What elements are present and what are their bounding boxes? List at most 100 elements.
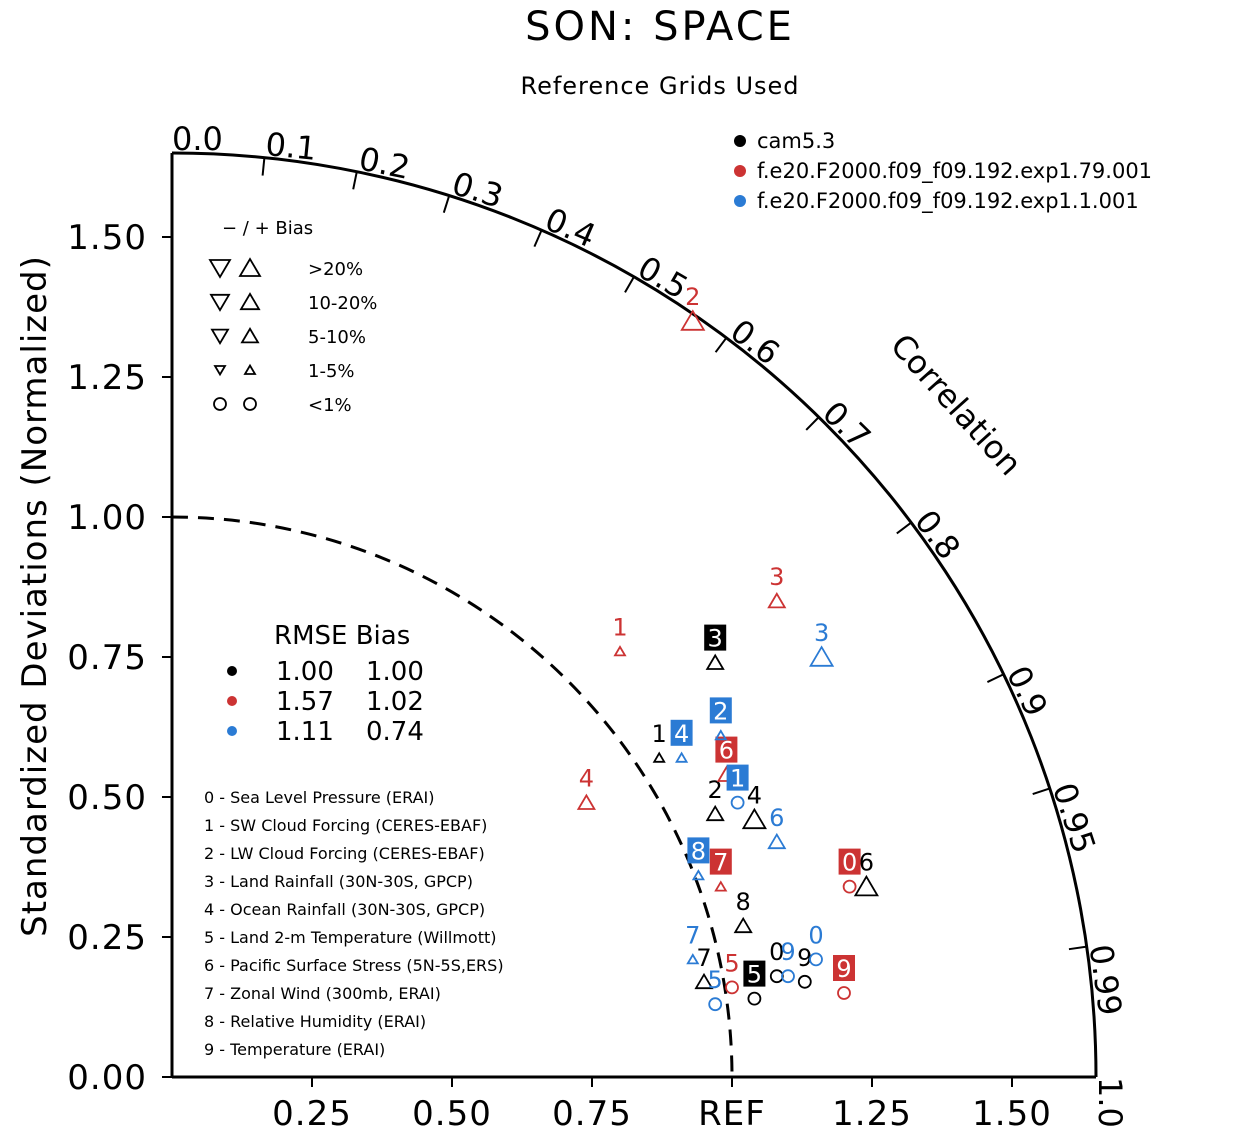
point-marker	[809, 645, 835, 667]
rmse-legend-header: RMSE Bias	[274, 621, 410, 651]
variable-legend-item: 2 - LW Cloud Forcing (CERES-EBAF)	[204, 844, 485, 863]
point-label: 2	[713, 697, 728, 725]
point-label-box	[833, 955, 855, 981]
point-label: 6	[859, 849, 874, 877]
correlation-tick-label: 0.2	[356, 140, 413, 187]
point-label-box	[743, 960, 766, 987]
correlation-tick	[352, 171, 358, 190]
bias-legend-up-marker	[238, 257, 262, 277]
series-legend-label: cam5.3	[757, 129, 835, 153]
y-tick-label: 1.00	[67, 498, 147, 538]
point-marker	[767, 832, 787, 850]
y-axis-label: Standardized Deviations (Normalized)	[15, 255, 55, 937]
correlation-tick-label: 0.6	[723, 312, 787, 373]
bias-legend-label: <1%	[308, 395, 352, 416]
bias-legend-label: >20%	[308, 259, 363, 280]
point-marker	[853, 874, 879, 897]
point-marker	[708, 997, 723, 1012]
series-legend-label: f.e20.F2000.f09_f09.192.exp1.79.001	[757, 159, 1152, 184]
correlation-tick	[986, 673, 1005, 683]
x-tick-label: 0.50	[412, 1094, 492, 1134]
variable-legend-item: 5 - Land 2-m Temperature (Willmott)	[204, 928, 497, 947]
y-tick-label: 0.75	[67, 638, 147, 678]
point-label: 5	[724, 949, 739, 977]
point-marker	[691, 869, 705, 881]
correlation-tick-label: 0.0	[172, 120, 223, 158]
y-tick-label: 1.25	[67, 358, 147, 398]
series-legend-label: f.e20.F2000.f09_f09.192.exp1.1.001	[757, 189, 1139, 214]
bias-legend-circle	[213, 397, 227, 411]
rmse-legend-rmse: 1.00	[276, 657, 334, 687]
bias-legend-label: 1-5%	[308, 361, 355, 382]
point-label: 9	[797, 944, 812, 972]
point-label: 3	[769, 563, 784, 591]
y-tick-label: 0.50	[67, 778, 147, 818]
point-label: 7	[685, 921, 700, 949]
correlation-tick	[261, 157, 266, 176]
point-marker	[705, 653, 725, 670]
point-label: 8	[691, 837, 706, 865]
rmse-legend-dot	[227, 666, 237, 676]
point-label-box	[715, 736, 738, 763]
bias-legend-label: 5-10%	[308, 327, 366, 348]
bias-legend-down-marker	[209, 293, 231, 312]
rmse-legend-dot	[227, 696, 237, 706]
bias-legend-down-marker	[210, 328, 230, 345]
point-marker	[769, 969, 784, 984]
point-label: 1	[612, 613, 627, 641]
variable-legend-item: 4 - Ocean Rainfall (30N-30S, GPCP)	[204, 900, 485, 919]
x-tick-label: 0.75	[552, 1094, 632, 1134]
point-label: 4	[747, 781, 762, 809]
variable-legend-item: 0 - Sea Level Pressure (ERAI)	[204, 788, 434, 807]
correlation-tick	[896, 521, 912, 535]
point-marker	[842, 879, 857, 894]
x-tick-label: 1.50	[972, 1094, 1052, 1134]
correlation-label: Correlation	[883, 326, 1029, 483]
variable-legend-item: 7 - Zonal Wind (300mb, ERAI)	[204, 984, 441, 1003]
variable-legend-item: 3 - Land Rainfall (30N-30S, GPCP)	[204, 872, 473, 891]
bias-legend-down-marker	[213, 365, 227, 377]
bias-legend-up-marker	[239, 292, 261, 311]
point-label-box	[670, 719, 693, 746]
correlation-tick-label: 1.0	[1091, 1077, 1129, 1128]
correlation-tick-label: 0.3	[448, 164, 508, 216]
legends: cam5.3 f.e20.F2000.f09_f09.192.exp1.79.00…	[204, 129, 1152, 1059]
bias-legend-label: 10-20%	[308, 293, 377, 314]
point-marker	[767, 592, 787, 609]
point-marker	[797, 974, 812, 989]
chart-subtitle: Reference Grids Used	[520, 72, 799, 100]
point-marker	[675, 751, 689, 763]
point-label: 6	[769, 804, 784, 832]
point-label: 0	[842, 849, 857, 877]
point-marker	[741, 807, 767, 830]
point-label: 3	[708, 625, 723, 653]
series-1: 0 1 2 3 4 5 6 7 9	[576, 283, 861, 1000]
correlation-tick	[714, 337, 728, 353]
point-label: 4	[674, 720, 689, 748]
correlation-tick	[1032, 787, 1051, 796]
point-label-box	[726, 764, 749, 791]
point-label: 2	[685, 283, 700, 311]
point-marker	[714, 880, 728, 892]
series-legend-dot	[734, 165, 746, 177]
point-marker	[733, 916, 753, 934]
point-label: 7	[696, 944, 711, 972]
axes: 0.000.250.500.751.001.251.500.25 0.50 0.75…	[67, 120, 1129, 1134]
correlation-tick	[805, 416, 820, 431]
point-marker	[837, 986, 851, 1000]
point-label: 9	[780, 938, 795, 966]
point-label: 6	[719, 737, 734, 765]
series-legend-dot	[734, 135, 746, 147]
point-label: 0	[769, 938, 784, 966]
correlation-tick-label: 0.9	[999, 660, 1055, 722]
point-label-box	[687, 837, 710, 864]
point-marker	[809, 952, 823, 967]
chart-title: SON: SPACE	[525, 4, 795, 50]
point-label: 5	[747, 961, 762, 989]
variable-legend-item: 9 - Temperature (ERAI)	[204, 1040, 385, 1059]
correlation-tick-label: 0.8	[907, 503, 968, 567]
point-marker	[613, 645, 627, 657]
